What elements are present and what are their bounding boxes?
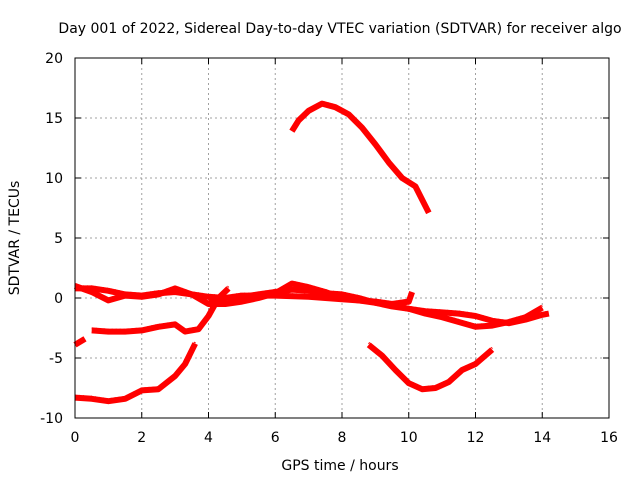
series-arc-mid-negative	[91, 286, 231, 335]
series-arc-high-peak-markers	[291, 100, 430, 212]
y-tick-label: 15	[45, 111, 63, 127]
x-tick-label: 4	[204, 430, 213, 446]
x-tick-label: 10	[400, 430, 418, 446]
y-tick-label: -10	[40, 411, 63, 427]
x-tick-label: 8	[338, 430, 347, 446]
tick-layer: 0 2 4 6 8 10 12 14 16 -10 -5 0 5 10 15 20	[40, 51, 618, 446]
series-arc-low-right	[366, 342, 495, 393]
series-arc-low-right-markers	[368, 342, 493, 389]
series-arc-zero-level-c-markers	[208, 289, 414, 303]
series-arc-left-fragment	[73, 336, 87, 348]
series-arc-zero-level-b	[73, 280, 544, 330]
x-tick-label: 12	[467, 430, 485, 446]
series-arc-mid-negative-markers	[91, 285, 230, 331]
x-axis-label: GPS time / hours	[281, 458, 398, 474]
x-tick-label: 14	[533, 430, 551, 446]
y-tick-label: 10	[45, 171, 63, 187]
x-tick-label: 16	[600, 430, 618, 446]
series-arc-high-peak	[289, 100, 432, 215]
x-tick-label: 0	[71, 430, 80, 446]
x-tick-label: 2	[137, 430, 146, 446]
y-tick-label: 5	[54, 231, 63, 247]
x-tick-label: 6	[271, 430, 280, 446]
series-arc-zero-level-c	[208, 291, 415, 307]
series-layer	[73, 100, 550, 405]
y-axis-label: SDTVAR / TECUs	[7, 181, 23, 296]
chart-title: Day 001 of 2022, Sidereal Day-to-day VTE…	[58, 21, 621, 37]
y-tick-label: 20	[45, 51, 63, 67]
y-tick-label: 0	[54, 291, 63, 307]
y-tick-label: -5	[49, 351, 63, 367]
grid-layer	[75, 58, 609, 418]
series-arc-low-left	[74, 342, 198, 405]
